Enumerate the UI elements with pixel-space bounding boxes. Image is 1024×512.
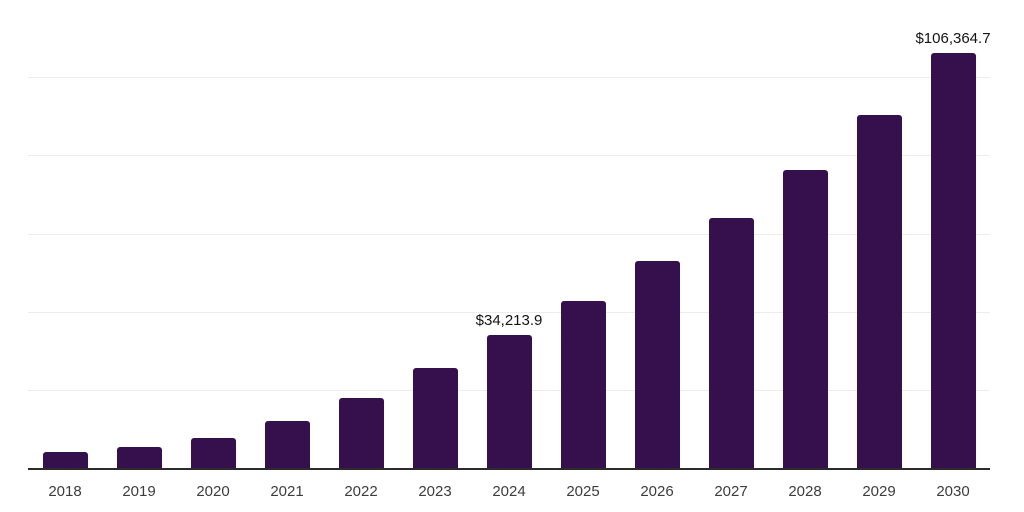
x-tick-2025: 2025 [566, 483, 600, 500]
bars-row: $34,213.9 $106,364.7 [28, 0, 991, 469]
bar-2018 [42, 452, 88, 469]
x-tick-2028: 2028 [788, 483, 822, 500]
bar-column-2023 [398, 0, 472, 469]
bar-2020 [190, 437, 236, 469]
x-tick-2023: 2023 [418, 483, 452, 500]
gridline-100000 [28, 77, 990, 79]
bar-2022 [338, 397, 384, 469]
bar-column-2029 [842, 0, 916, 469]
x-tick-2022: 2022 [344, 483, 378, 500]
bar-column-2025 [546, 0, 620, 469]
plot-area: $34,213.9 $106,364.7 [28, 0, 991, 469]
bar-2019 [116, 447, 162, 469]
x-axis-labels: 2018 2019 2020 2021 2022 2023 2024 2025 2026 2027… [28, 483, 990, 500]
bar-column-2030: $106,364.7 [915, 0, 991, 469]
bar-2023 [412, 367, 458, 469]
bar-column-2027 [694, 0, 768, 469]
bar-column-2026 [620, 0, 694, 469]
x-tick-2029: 2029 [862, 483, 896, 500]
x-tick-2024: 2024 [492, 483, 526, 500]
x-tick-2019: 2019 [122, 483, 156, 500]
gridline-40000 [28, 311, 990, 313]
bar-2024 [486, 335, 532, 469]
value-label-2024: $34,213.9 [475, 312, 543, 330]
bar-2028 [782, 170, 828, 469]
bar-column-2024: $34,213.9 [472, 0, 546, 469]
bar-column-2021 [250, 0, 324, 469]
x-axis-line [28, 468, 990, 470]
value-label-2030: $106,364.7 [915, 30, 991, 48]
x-tick-2030: 2030 [936, 483, 970, 500]
bar-column-2018 [28, 0, 102, 469]
bar-column-2020 [176, 0, 250, 469]
bar-2025 [560, 300, 606, 469]
bar-2029 [856, 115, 902, 469]
bar-2021 [264, 420, 310, 469]
x-tick-2027: 2027 [714, 483, 748, 500]
bar-2027 [708, 218, 754, 469]
bar-column-2022 [324, 0, 398, 469]
bar-column-2019 [102, 0, 176, 469]
x-tick-2018: 2018 [48, 483, 82, 500]
x-tick-2021: 2021 [270, 483, 304, 500]
gridline-80000 [28, 155, 990, 157]
x-tick-2026: 2026 [640, 483, 674, 500]
x-tick-2020: 2020 [196, 483, 230, 500]
gridline-60000 [28, 233, 990, 235]
bar-2030 [930, 53, 976, 469]
bar-column-2028 [768, 0, 842, 469]
bar-2026 [634, 261, 680, 469]
